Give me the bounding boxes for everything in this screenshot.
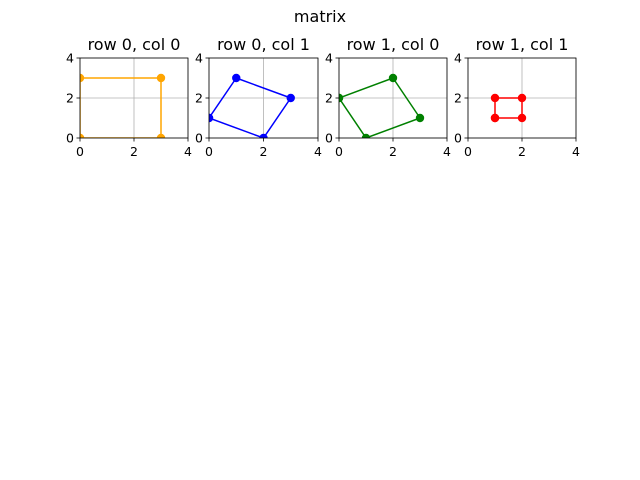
x-tick-label: 4 — [572, 144, 580, 159]
x-tick-label: 4 — [314, 144, 322, 159]
data-point — [232, 73, 241, 83]
series-group — [80, 73, 166, 138]
y-tick-label: 2 — [195, 91, 203, 106]
y-tick-label: 4 — [66, 51, 74, 66]
y-tick-label: 4 — [325, 51, 333, 66]
x-tick-label: 0 — [464, 144, 472, 159]
y-tick-label: 0 — [195, 131, 203, 146]
subplot-0: 0 2 4 0 2 4 row 0, col 0 — [66, 35, 192, 159]
subplot-3: 0 2 4 0 2 4 row 1, col 1 — [454, 35, 580, 159]
series-group — [490, 93, 527, 123]
y-tick-label: 4 — [195, 51, 203, 66]
data-point — [286, 93, 295, 103]
series-group — [209, 73, 295, 138]
x-tick-label: 4 — [443, 144, 451, 159]
subplot-title: row 0, col 1 — [217, 35, 310, 54]
y-tick-label: 0 — [66, 131, 74, 146]
data-point — [490, 113, 500, 123]
data-point — [259, 133, 268, 138]
data-point — [490, 93, 500, 103]
x-tick-label: 0 — [205, 144, 213, 159]
series-group — [339, 73, 425, 138]
y-tick-label: 2 — [454, 91, 462, 106]
series-line — [339, 77, 421, 138]
subplot-title: row 1, col 1 — [476, 35, 569, 54]
y-tick-label: 0 — [325, 131, 333, 146]
subplot-title: row 0, col 0 — [88, 35, 181, 54]
subplot-1: 0 2 4 0 2 4 row 0, col 1 — [195, 35, 322, 159]
data-point — [339, 93, 344, 103]
y-tick-label: 4 — [454, 51, 462, 66]
x-tick-label: 0 — [335, 144, 343, 159]
data-point — [156, 133, 166, 138]
series-line — [80, 77, 162, 138]
x-tick-label: 2 — [260, 144, 268, 159]
x-tick-label: 0 — [76, 144, 84, 159]
data-point — [388, 73, 398, 83]
subplot-2: 0 2 4 0 2 4 row 1, col 0 — [325, 35, 451, 159]
series-line — [494, 97, 523, 119]
data-point — [209, 113, 214, 123]
x-tick-label: 2 — [389, 144, 397, 159]
x-tick-label: 2 — [130, 144, 138, 159]
y-tick-label: 0 — [454, 131, 462, 146]
data-point — [156, 73, 166, 83]
subplot-title: row 1, col 0 — [347, 35, 440, 54]
x-tick-label: 4 — [184, 144, 192, 159]
data-point — [80, 133, 85, 138]
data-point — [415, 113, 425, 123]
data-point — [517, 113, 527, 123]
y-tick-label: 2 — [325, 91, 333, 106]
x-tick-label: 2 — [518, 144, 526, 159]
data-point — [361, 133, 371, 138]
y-tick-label: 2 — [66, 91, 74, 106]
data-point — [80, 73, 85, 83]
series-line — [209, 77, 292, 138]
data-point — [517, 93, 527, 103]
figure-title: matrix — [293, 7, 347, 26]
